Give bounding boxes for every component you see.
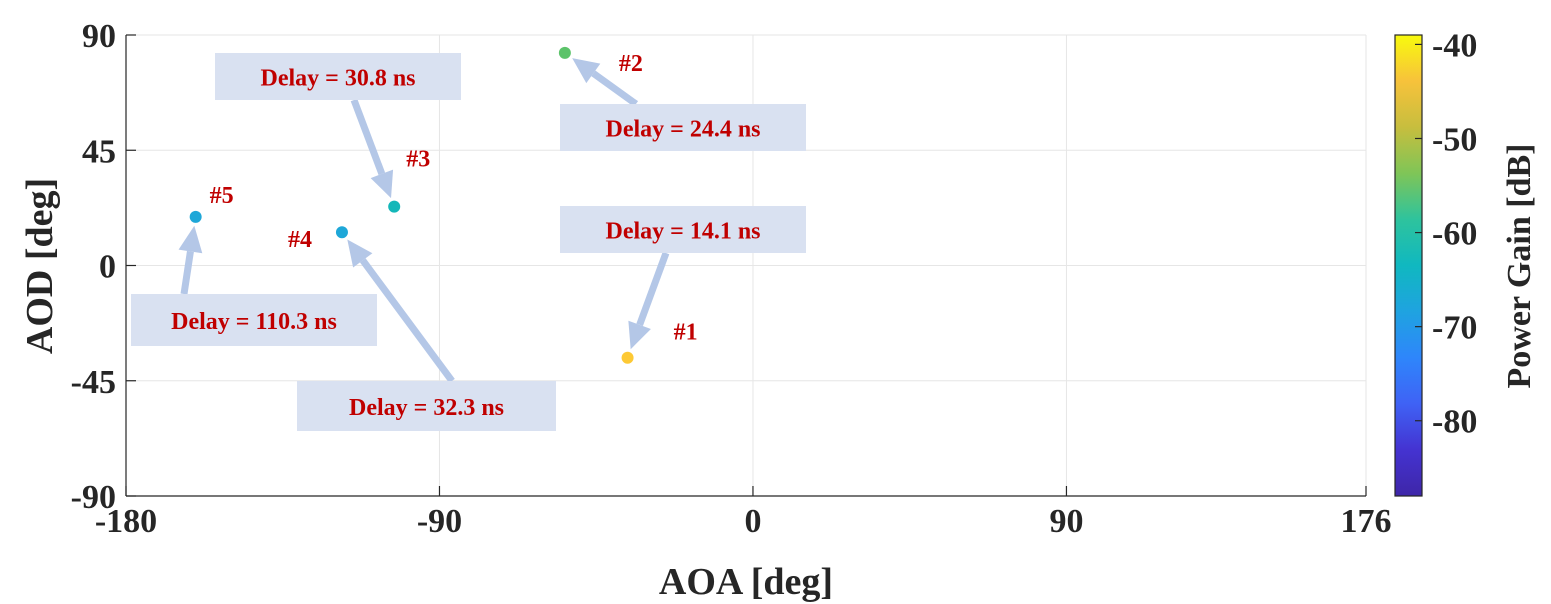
axes [125,34,1367,497]
annotation-arrow-head [370,169,394,199]
colorbar-tick-label: -70 [1432,310,1477,347]
annotation-arrow-shaft [636,251,670,327]
x-tick-label: -180 [95,503,157,540]
annotation-text: Delay = 14.1 ns [605,219,760,245]
annotation-box [131,294,377,346]
colorbar-tick-label: -50 [1432,121,1477,158]
colorbar-tick-label: -60 [1432,216,1477,253]
point-label: #1 [674,320,698,346]
colorbar: -40 -50 -60 -70 -80 [1394,27,1477,497]
colorbar-scale [1394,34,1423,497]
data-point [558,46,571,59]
x-tick-label: 176 [1341,503,1392,540]
point-label: #5 [210,183,234,209]
annotation-arrow-head [572,58,601,84]
annotation-box [560,206,806,253]
x-tick-label: 90 [1049,503,1083,540]
data-points [189,46,634,364]
data-point [388,200,401,213]
y-tick-label: 0 [99,249,116,286]
data-point [621,351,634,364]
annotation-text: Delay = 110.3 ns [171,309,337,335]
colorbar-tick-label: -40 [1432,27,1477,64]
annotation-text: Delay = 24.4 ns [605,117,760,143]
annotation-arrow-head [628,320,651,350]
x-axis-title: AOA [deg] [659,561,833,603]
annotation-arrows [178,58,670,384]
x-tick-label: -90 [417,503,462,540]
annotation-boxes: Delay = 14.1 ns Delay = 24.4 ns Delay = 30… [131,53,806,431]
x-tick-label: 0 [744,503,761,540]
colorbar-title: Power Gain [dB] [1501,144,1538,389]
point-labels: #1 #2 #3 #4 #5 [210,51,698,346]
annotation-box [215,53,461,100]
annotation-arrow-shaft [591,70,639,107]
y-tick-label: 90 [82,18,116,55]
annotation-arrow-shaft [359,258,455,384]
annotation-box [297,381,556,431]
data-point [189,210,202,223]
y-tick-label: -90 [71,479,116,516]
data-point [335,226,348,239]
annotation-text: Delay = 32.3 ns [349,395,504,421]
point-label: #4 [288,227,312,253]
y-tick-label: 45 [82,133,116,170]
y-axis-title: AOD [deg] [19,178,61,354]
point-label: #2 [619,51,643,77]
annotation-box [560,104,806,151]
annotation-arrow-head [178,225,203,254]
point-label: #3 [406,147,430,173]
annotation-text: Delay = 30.8 ns [260,66,415,92]
annotation-arrow-head [347,239,373,268]
y-tick-label: -45 [71,364,116,401]
colorbar-tick-label: -80 [1432,404,1477,441]
annotation-arrow-shaft [180,250,194,295]
annotation-arrow-shaft [350,98,386,176]
